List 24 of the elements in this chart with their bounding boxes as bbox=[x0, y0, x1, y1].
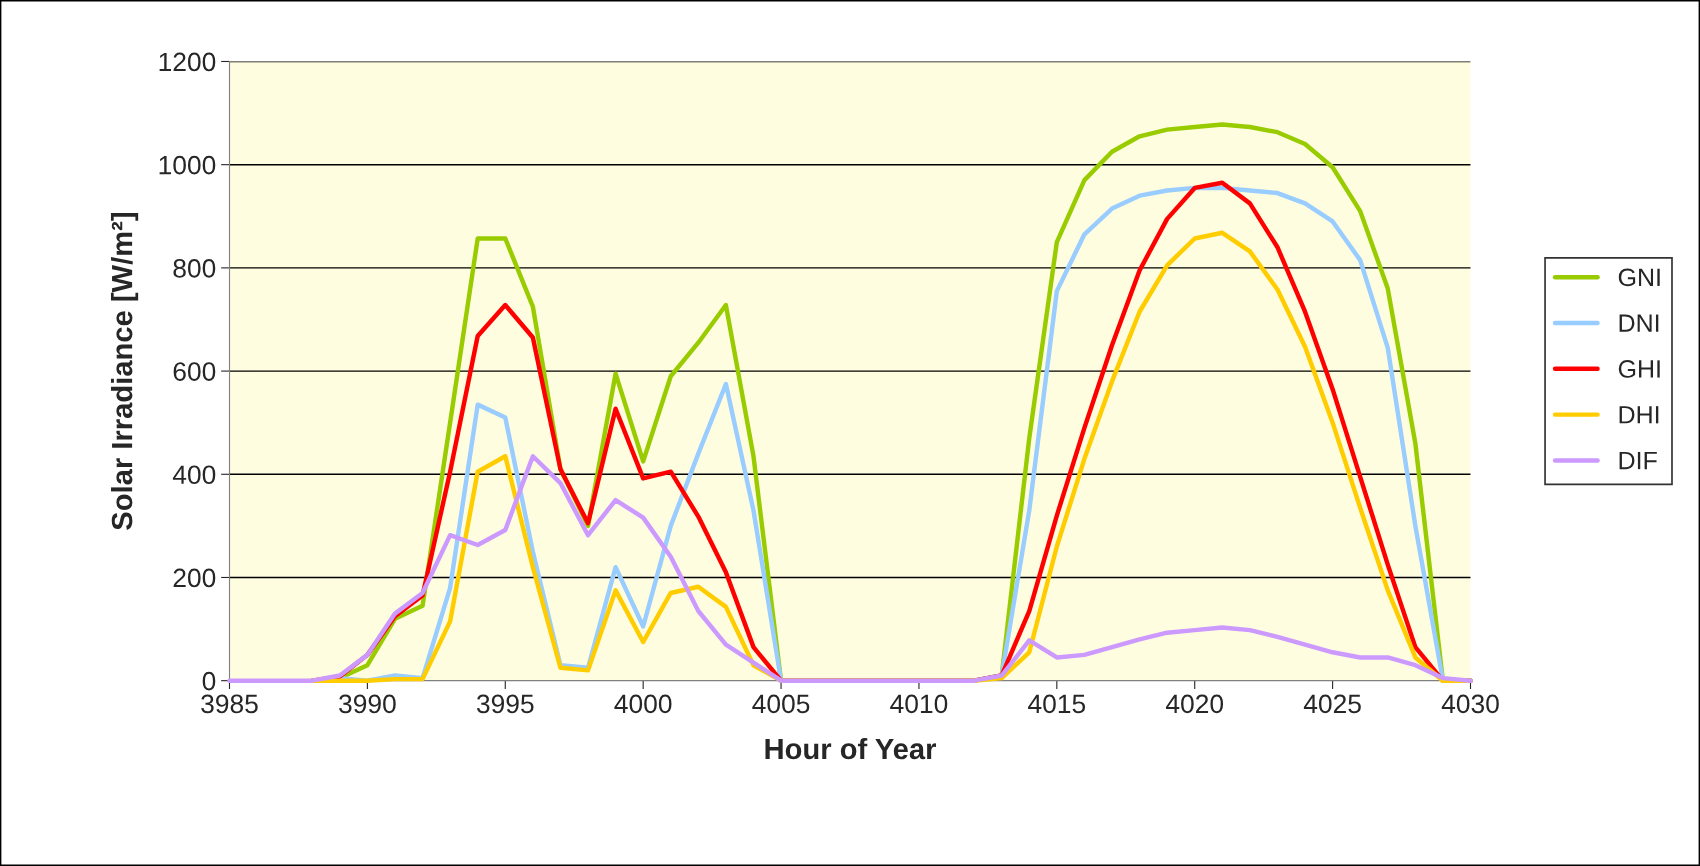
x-tick-label: 4005 bbox=[752, 694, 810, 714]
x-tick-label: 3990 bbox=[339, 694, 396, 714]
x-tick-label: 3995 bbox=[476, 694, 534, 714]
y-tick-label: 0 bbox=[202, 671, 216, 691]
y-tick-label: 400 bbox=[172, 465, 216, 485]
legend-label: DIF bbox=[1619, 451, 1657, 470]
y-tick-label: 1000 bbox=[159, 155, 216, 175]
legend-label: GHI bbox=[1618, 360, 1660, 378]
x-tick-label: 4030 bbox=[1441, 694, 1499, 714]
x-tick-label: 4015 bbox=[1028, 694, 1086, 714]
legend-label: DHI bbox=[1619, 406, 1659, 424]
y-tick-label: 800 bbox=[173, 259, 216, 278]
x-tick-label: 4000 bbox=[614, 694, 672, 714]
legend-label: GNI bbox=[1618, 268, 1660, 287]
x-axis-title: Hour of Year bbox=[765, 737, 937, 760]
x-tick-label: 3985 bbox=[201, 694, 258, 714]
y-tick-label: 200 bbox=[173, 568, 216, 588]
legend-label: DNI bbox=[1619, 314, 1659, 332]
y-axis-title: Solar Irradiance [W/m²] bbox=[110, 213, 139, 530]
x-tick-label: 4020 bbox=[1165, 694, 1224, 714]
x-tick-label: 4025 bbox=[1303, 694, 1361, 714]
y-tick-label: 600 bbox=[173, 362, 216, 381]
x-tick-label: 4010 bbox=[890, 694, 948, 714]
y-tick-label: 1200 bbox=[159, 52, 216, 72]
